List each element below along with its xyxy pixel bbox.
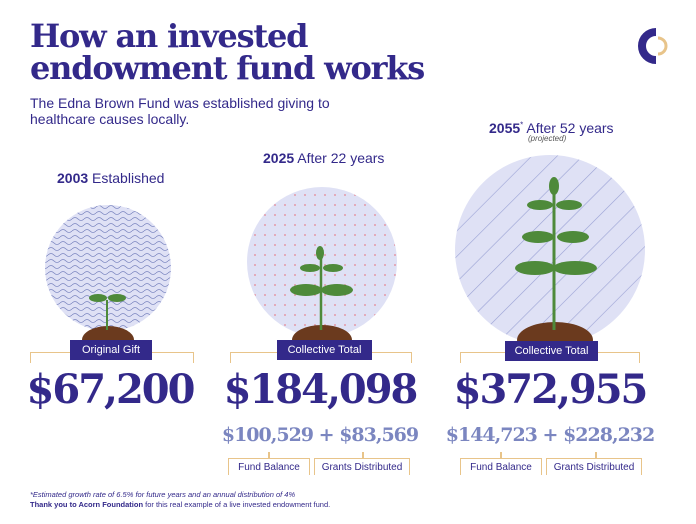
title-line: How an invested [30, 17, 309, 55]
thanks-note: Thank you to Acorn Foundation for this r… [30, 500, 331, 509]
stage-label: Collective Total [505, 341, 598, 361]
stage-heading: 2003 Established [57, 170, 165, 186]
stage-total: $372,955 [453, 366, 649, 413]
growth-illustration [45, 155, 645, 358]
tick [362, 452, 364, 458]
grants-label: Grants Distributed [314, 458, 410, 475]
fund-balance-label: Fund Balance [228, 458, 310, 475]
stage-breakdown: $144,723 + $228,232 [445, 424, 655, 446]
subtitle-line: healthcare causes locally. [30, 111, 190, 127]
acorn-logo [638, 28, 668, 64]
circle-2003 [45, 205, 171, 354]
subtitle: The Edna Brown Fund was established givi… [30, 95, 330, 127]
tick [268, 452, 270, 458]
title-line: endowment fund works [30, 49, 425, 87]
grants-label: Grants Distributed [546, 458, 642, 475]
circle-2025 [247, 187, 397, 355]
stage-breakdown: $100,529 + $83,569 [221, 424, 419, 446]
footnote: *Estimated growth rate of 6.5% for futur… [30, 490, 296, 499]
stage-label: Original Gift [70, 340, 152, 360]
stage-label: Collective Total [277, 340, 372, 360]
tick [500, 452, 502, 458]
page-title: How an invested endowment fund works [30, 17, 425, 87]
stage-total: $67,200 [26, 366, 196, 413]
stage-heading: 2025 After 22 years [263, 150, 385, 166]
circle-2055 [455, 155, 645, 358]
stage-heading: 2055* After 52 years [489, 120, 614, 136]
stage-total: $184,098 [223, 366, 419, 413]
subtitle-line: The Edna Brown Fund was established givi… [30, 95, 330, 111]
tick [595, 452, 597, 458]
projected-note: (projected) [528, 134, 567, 143]
fund-balance-label: Fund Balance [460, 458, 542, 475]
